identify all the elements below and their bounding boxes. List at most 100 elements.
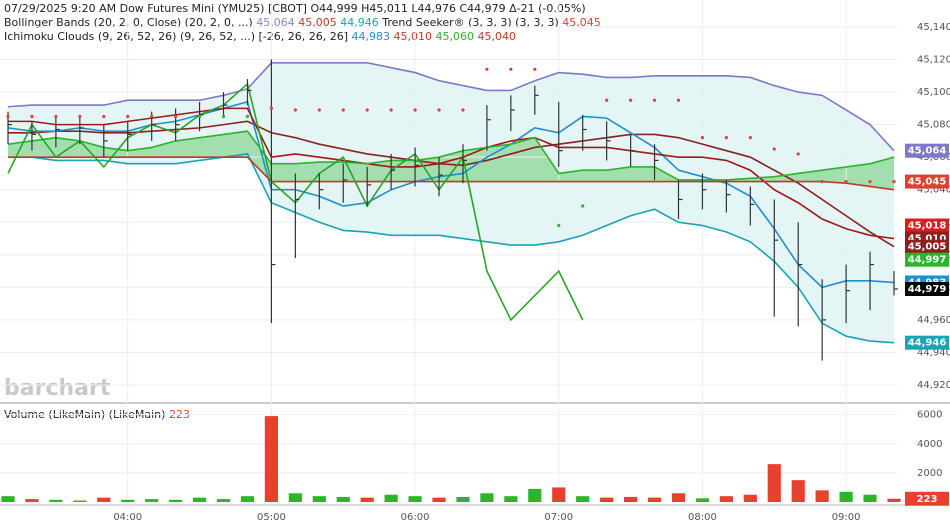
cloud-fill [534,137,559,182]
price-badge [905,174,949,189]
study-name: Trend Seeker® (3, 3, 3) (3, 3, 3) [381,16,559,29]
y-tick-label: 45,080 [917,120,950,131]
volume-bar [719,496,733,502]
trend-dot [748,136,752,140]
trend-dot [174,114,178,119]
price-badge [905,335,949,350]
cloud-fill [582,170,607,182]
volume-bar [695,498,710,502]
trend-dot [365,108,369,112]
cloud-fill [199,134,224,158]
cloud-fill [606,166,631,182]
trend-dot [772,147,776,151]
trend-dot [652,98,657,102]
volume-bar [121,499,135,502]
trend-dot [700,136,705,140]
price-badge [905,281,949,296]
line-layer [7,62,895,344]
indicator-line [8,156,895,191]
cloud-fill [31,137,56,158]
y-tick-label: 44,940 [917,347,950,358]
study-name: Bollinger Bands (20, 2, 0, Close) (20, 2… [4,16,253,29]
price-badge-label: 45,018 [908,221,947,232]
volume-bar [145,499,159,502]
trend-dot [437,108,441,112]
trend-dot [197,114,202,119]
study-value: 45,060 [436,30,475,43]
dot-layer [6,67,896,228]
trend-dot [628,98,633,102]
volume-bar [73,500,87,502]
trend-dot [30,114,34,119]
price-badge [905,252,949,267]
price-badge-label: 45,010 [908,234,947,245]
cloud-fill [175,137,200,158]
price-badge-label: 44,946 [908,338,947,349]
volume-bar [647,497,662,502]
study-value: 45,005 [298,16,337,29]
volume-bar [49,499,63,502]
trend-dot [269,106,274,110]
trend-dot [533,67,537,71]
volume-tick-label: 2000 [917,468,942,479]
trend-dot [6,114,10,119]
volume-bar [887,498,901,502]
volume-bar [671,493,686,502]
cloud-fill [79,140,104,158]
study-value: 44,983 [352,30,391,43]
trend-dot [102,114,106,119]
study-legend: Bollinger Bands (20, 2, 0, Close) (20, 2… [4,16,601,29]
volume-bar [624,496,638,502]
y-tick-label: 45,100 [917,87,950,98]
bollinger-fill [8,62,894,343]
price-badge [905,218,949,233]
quote-line: 07/29/2025 9:20 AM Dow Futures Mini (YMU… [4,2,586,15]
volume-badge-label: 223 [917,494,938,505]
y-tick-label: 44,960 [917,315,950,326]
bar-layer [1,59,901,502]
volume-bar [600,497,614,502]
volume-bar [360,497,374,502]
cloud-fill [271,163,296,182]
indicator-line [8,107,895,240]
trend-dot [54,114,58,119]
price-badge [905,239,949,254]
indicator-line [7,62,895,152]
trend-dot [892,179,896,184]
study-value: 45,045 [562,16,601,29]
study-value: 45,010 [394,30,433,43]
y-tick-label: 44,920 [917,380,950,391]
study-value: 44,946 [340,16,379,29]
volume-bar [480,493,494,502]
volume-tick-label: 4000 [917,439,942,450]
study-value: 45,040 [478,30,517,43]
volume-bar [240,496,255,502]
volume-bar [552,487,566,502]
volume-bar [815,490,829,502]
cloud-fill [343,162,368,182]
y-tick-label: 45,040 [917,185,950,196]
volume-bar [192,497,207,502]
volume-bar [1,496,15,502]
volume-bar [97,497,111,502]
cloud-fill [630,166,655,182]
price-badge-label: 44,997 [908,255,947,266]
y-tick-label: 45,120 [917,55,950,66]
price-badge-label: 45,005 [908,242,947,253]
volume-bar [336,496,350,502]
y-tick-label: 45,140 [917,22,950,33]
volume-bar [791,480,805,502]
trend-dot [581,204,585,208]
trend-dot [293,108,297,112]
trend-dot [605,98,609,102]
study-legend: Ichimoku Clouds (9, 26, 52, 26) (9, 26, … [4,30,516,43]
trend-dot [509,67,513,71]
volume-badge [905,491,949,506]
trend-dot [78,114,82,119]
watermark: barchart [4,376,111,401]
volume-bar [456,496,470,502]
x-tick-label: 08:00 [688,512,717,523]
trend-dot [413,108,417,112]
volume-bar [25,499,39,502]
trend-dot [796,152,800,156]
